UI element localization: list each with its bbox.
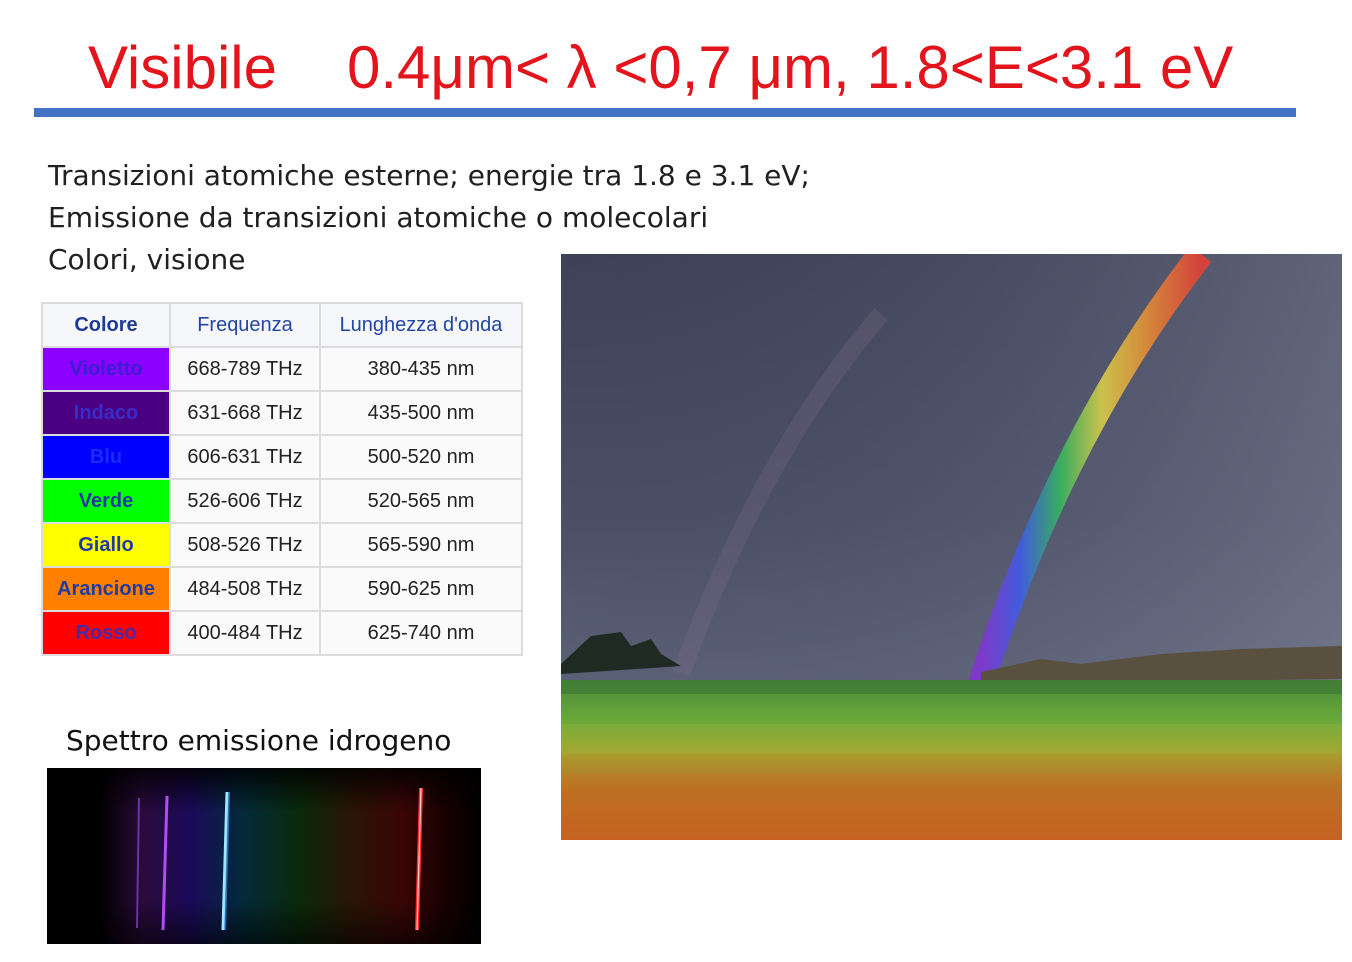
wavelength-cell: 380-435 nm — [319, 346, 523, 392]
header-colore: Colore — [41, 302, 171, 348]
frequency-cell: 631-668 THz — [169, 390, 321, 436]
color-swatch-cell: Rosso — [41, 610, 171, 656]
table-header-row: Colore Frequenza Lunghezza d'onda — [41, 302, 523, 348]
table-row: Blu 606-631 THz 500-520 nm — [41, 434, 523, 480]
wavelength-cell: 565-590 nm — [319, 522, 523, 568]
hydrogen-spectrum-image — [47, 768, 481, 944]
table-row: Verde 526-606 THz 520-565 nm — [41, 478, 523, 524]
wavelength-cell: 520-565 nm — [319, 478, 523, 524]
wavelength-cell: 500-520 nm — [319, 434, 523, 480]
header-frequenza: Frequenza — [169, 302, 321, 348]
title-word: Visibile — [88, 34, 277, 101]
frequency-cell: 606-631 THz — [169, 434, 321, 480]
title-underline — [34, 108, 1296, 117]
bullet-line: Emissione da transizioni atomiche o mole… — [48, 201, 709, 234]
frequency-cell: 526-606 THz — [169, 478, 321, 524]
color-swatch-cell: Indaco — [41, 390, 171, 436]
color-table: Colore Frequenza Lunghezza d'onda Violet… — [41, 302, 523, 656]
slide-title: Visibile 0.4μm< λ <0,7 μm, 1.8<E<3.1 eV — [88, 28, 1318, 108]
spectrum-caption: Spettro emissione idrogeno — [66, 724, 452, 757]
color-swatch-cell: Blu — [41, 434, 171, 480]
color-swatch-cell: Verde — [41, 478, 171, 524]
header-lunghezza: Lunghezza d'onda — [319, 302, 523, 348]
wavelength-cell: 435-500 nm — [319, 390, 523, 436]
bullet-list: Transizioni atomiche esterne; energie tr… — [48, 155, 868, 281]
frequency-cell: 508-526 THz — [169, 522, 321, 568]
color-swatch-cell: Violetto — [41, 346, 171, 392]
wavelength-cell: 590-625 nm — [319, 566, 523, 612]
frequency-cell: 668-789 THz — [169, 346, 321, 392]
wavelength-cell: 625-740 nm — [319, 610, 523, 656]
bullet-line: Colori, visione — [48, 243, 246, 276]
frequency-cell: 400-484 THz — [169, 610, 321, 656]
table-row: Rosso 400-484 THz 625-740 nm — [41, 610, 523, 656]
rainbow-photo — [561, 254, 1342, 840]
table-row: Violetto 668-789 THz 380-435 nm — [41, 346, 523, 392]
bullet-line: Transizioni atomiche esterne; energie tr… — [48, 159, 810, 192]
color-swatch-cell: Giallo — [41, 522, 171, 568]
title-range: 0.4μm< λ <0,7 μm, 1.8<E<3.1 eV — [347, 34, 1234, 101]
table-row: Giallo 508-526 THz 565-590 nm — [41, 522, 523, 568]
color-swatch-cell: Arancione — [41, 566, 171, 612]
table-row: Indaco 631-668 THz 435-500 nm — [41, 390, 523, 436]
table-row: Arancione 484-508 THz 590-625 nm — [41, 566, 523, 612]
frequency-cell: 484-508 THz — [169, 566, 321, 612]
